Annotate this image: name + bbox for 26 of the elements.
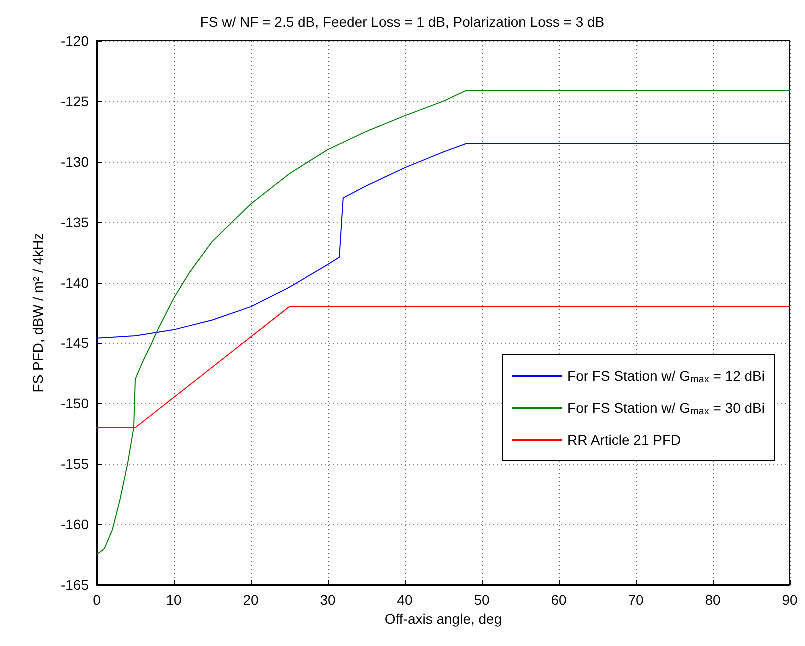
y-tick-label: -140	[60, 274, 90, 291]
chart-title: FS w/ NF = 2.5 dB, Feeder Loss = 1 dB, Polarization Loss = 3 dB	[200, 14, 605, 30]
y-tick-label: -135	[60, 214, 90, 230]
y-tick-label: -155	[60, 456, 90, 472]
line-series	[96, 90, 790, 556]
y-tick-label: -150	[60, 396, 90, 412]
x-tick-label: 80	[705, 592, 721, 608]
line-series	[96, 143, 790, 339]
x-tick-label: 10	[166, 592, 182, 608]
y-tick-label: -120	[60, 33, 90, 49]
x-tick-label: 90	[782, 592, 798, 608]
y-tick-label: -130	[60, 154, 90, 170]
x-tick-label: 0	[93, 592, 102, 608]
y-axis-title: FS PFD, dBW / m² / 4kHz	[30, 233, 46, 393]
x-axis-title: Off-axis angle, deg	[384, 610, 502, 627]
x-tick-label: 30	[320, 592, 336, 608]
x-tick-label: 60	[551, 592, 567, 608]
x-tick-label: 70	[628, 592, 644, 608]
x-tick-label: 50	[474, 592, 490, 608]
y-tick-label: -165	[60, 577, 90, 593]
y-tick-label: -125	[60, 93, 90, 110]
y-tick-label: -145	[60, 335, 90, 352]
x-tick-label: 20	[243, 592, 259, 608]
x-tick-label: 40	[397, 592, 413, 608]
y-tick-label: -160	[60, 516, 90, 533]
legend-label: RR Article 21 PFD	[568, 432, 682, 448]
